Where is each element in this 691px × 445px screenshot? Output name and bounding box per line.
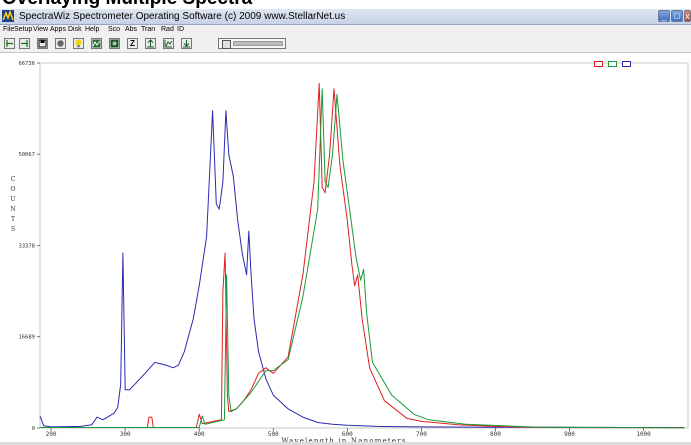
- y-tick-label: 33378: [18, 243, 35, 249]
- maximize-button[interactable]: □: [671, 10, 683, 22]
- y-axis-label-letter: C: [11, 176, 16, 183]
- y-tick-label: 16689: [18, 335, 35, 341]
- x-tick-label: 400: [194, 431, 205, 438]
- x-tick-label: 1000: [636, 431, 651, 438]
- x-axis-label: Wavelength in Nanometers: [281, 437, 406, 445]
- spectrum-series-2: [40, 82, 685, 429]
- menu-abs[interactable]: Abs: [125, 26, 138, 33]
- y-tick-label: 0: [32, 426, 35, 432]
- menu-file[interactable]: File: [3, 26, 15, 33]
- menu-bar: File Setup View Apps Disk Help Sco Abs T…: [0, 25, 691, 35]
- spectrum-series-3: [40, 88, 685, 429]
- title-bar[interactable]: SpectraWiz Spectrometer Operating Softwa…: [0, 9, 691, 25]
- spectrum-series-1: [39, 110, 685, 428]
- spectrum-plot[interactable]: 66736 50067 33378 16689 0 200 300 400 500 600 700 8…: [0, 53, 691, 445]
- x-tick-label: 200: [46, 431, 57, 438]
- x-tick-label: 600: [342, 431, 353, 438]
- menu-tran[interactable]: Tran: [141, 26, 156, 33]
- menu-disk[interactable]: Disk: [68, 26, 82, 33]
- spectrawiz-logo-icon: [2, 10, 14, 22]
- x-tick-label: 700: [416, 431, 427, 438]
- plot-frame: [39, 62, 689, 429]
- menu-view[interactable]: View: [33, 26, 49, 33]
- menu-help[interactable]: Help: [85, 26, 100, 33]
- legend-1-icon[interactable]: 1: [594, 61, 603, 67]
- x-tick-label: 900: [564, 431, 575, 438]
- x-tick-label: 500: [268, 431, 279, 438]
- menu-sco[interactable]: Sco: [108, 26, 121, 33]
- minimize-button[interactable]: _: [658, 10, 670, 22]
- y-axis-label-letter: T: [11, 216, 15, 223]
- integration-slider[interactable]: [218, 38, 286, 49]
- menu-apps[interactable]: Apps: [50, 26, 66, 33]
- record-icon[interactable]: [55, 38, 66, 49]
- slider-track: [233, 41, 283, 46]
- spectrawiz-window: SpectraWiz Spectrometer Operating Softwa…: [0, 9, 691, 445]
- z-icon[interactable]: Z: [127, 38, 138, 49]
- y-tick-label: 50067: [18, 152, 35, 158]
- toolbar: Z: [0, 35, 691, 53]
- save-icon[interactable]: [37, 38, 48, 49]
- slider-thumb[interactable]: [222, 40, 231, 49]
- menu-rad[interactable]: Rad: [161, 26, 174, 33]
- cursor-right-icon[interactable]: [19, 38, 30, 49]
- z-label: Z: [130, 39, 135, 48]
- y-axis-label-letter: O: [11, 186, 16, 193]
- y-axis-label-letter: U: [10, 196, 15, 203]
- autoscale-icon[interactable]: [163, 38, 174, 49]
- y-tick-label: 66736: [18, 61, 35, 67]
- y-axis-label-letter: N: [10, 206, 15, 213]
- x-tick-label: 300: [120, 431, 131, 438]
- spectrum-icon[interactable]: [91, 38, 102, 49]
- menu-setup[interactable]: Setup: [14, 26, 33, 33]
- close-button[interactable]: x: [684, 10, 691, 22]
- y-axis-label-letter: S: [11, 226, 15, 233]
- status-bar: [0, 442, 691, 445]
- dark-icon[interactable]: [109, 38, 120, 49]
- window-title: SpectraWiz Spectrometer Operating Softwa…: [19, 11, 346, 22]
- slide-title: Overlaying Multiple Spectra: [2, 0, 252, 9]
- scale-down-icon[interactable]: [181, 38, 192, 49]
- lamp-icon[interactable]: [73, 38, 84, 49]
- legend-3-icon[interactable]: 3: [622, 61, 631, 67]
- legend-2-icon[interactable]: 2: [608, 61, 617, 67]
- scale-up-icon[interactable]: [145, 38, 156, 49]
- cursor-left-icon[interactable]: [4, 38, 15, 49]
- x-tick-label: 800: [490, 431, 501, 438]
- menu-id[interactable]: ID: [177, 26, 184, 33]
